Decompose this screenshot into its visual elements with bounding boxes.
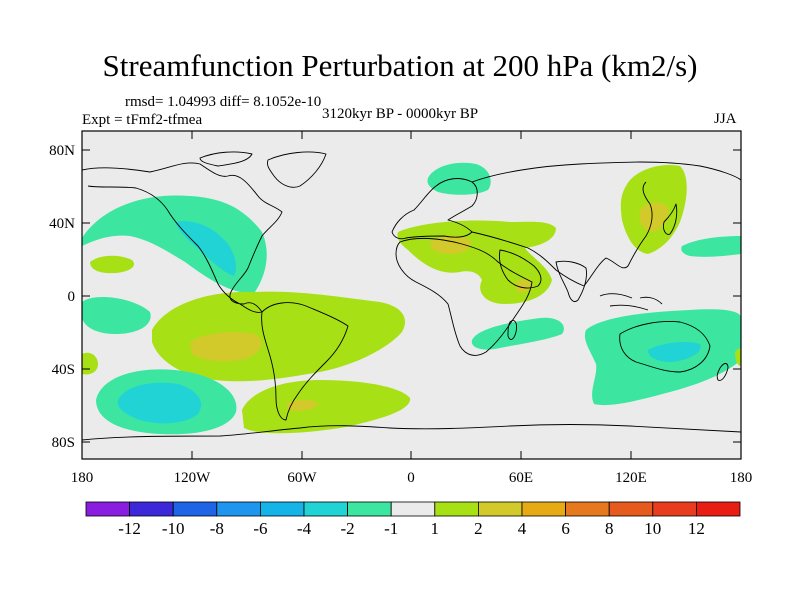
coast-indonesia bbox=[599, 293, 663, 311]
experiment-label: Expt = tFmf2-tfmea bbox=[82, 112, 203, 128]
colorbar-swatch bbox=[129, 501, 174, 517]
colorbar-label: 2 bbox=[474, 519, 483, 538]
contour-cyan-southern-pacific bbox=[117, 382, 202, 424]
coast-north-america bbox=[82, 162, 283, 313]
colorbar-swatch bbox=[347, 501, 392, 517]
contour-teal-tropical-pacific bbox=[82, 297, 151, 334]
contour-cyan-north-america bbox=[175, 221, 236, 276]
coast-asia bbox=[471, 161, 741, 287]
lon-tick-label: 60W bbox=[287, 470, 317, 486]
colorbar-swatch bbox=[172, 501, 218, 517]
colorbar-label: -4 bbox=[297, 519, 312, 538]
period-label: 3120kyr BP - 0000kyr BP bbox=[322, 106, 479, 122]
contour-yellow-south-pacific bbox=[190, 332, 262, 362]
colorbar-label: 10 bbox=[644, 519, 661, 538]
colorbar-swatch bbox=[259, 501, 305, 517]
coast-japan bbox=[663, 203, 678, 235]
colorbar-swatch bbox=[216, 501, 261, 517]
contour-yellow-arabia bbox=[515, 279, 532, 293]
contour-fills bbox=[82, 162, 741, 435]
colorbar: -12 -10 -8 -6 -4 -2 -1 1 2 4 6 8 10 12 bbox=[85, 501, 741, 538]
colorbar-swatch bbox=[521, 501, 566, 517]
contour-yellow-mediterranean bbox=[430, 235, 471, 254]
colorbar-label: 6 bbox=[561, 519, 570, 538]
colorbar-swatch bbox=[434, 501, 479, 517]
contour-green-pacific-north bbox=[90, 255, 135, 274]
contour-teal-nw-pacific bbox=[681, 236, 741, 257]
coast-europe bbox=[391, 178, 478, 240]
colorbar-label: -10 bbox=[162, 519, 185, 538]
colorbar-swatch bbox=[477, 501, 523, 517]
lat-tick-label: 40S bbox=[52, 362, 75, 378]
coast-new-zealand bbox=[716, 363, 729, 381]
coast-arabia bbox=[499, 249, 542, 289]
coast-south-america bbox=[261, 302, 349, 421]
lat-tick-label: 0 bbox=[68, 289, 76, 305]
coast-antarctica bbox=[82, 424, 741, 441]
colorbar-swatch bbox=[390, 501, 436, 517]
colorbar-swatch bbox=[565, 501, 610, 517]
coast-arctic-canada bbox=[199, 151, 253, 167]
stats-label: rmsd= 1.04993 diff= 8.1052e-10 bbox=[125, 94, 322, 110]
coast-australia bbox=[619, 321, 711, 373]
contour-cyan-australia bbox=[648, 342, 701, 362]
coast-madagascar bbox=[507, 320, 517, 340]
contour-green-east-edge bbox=[735, 348, 741, 366]
colorbar-label: -1 bbox=[384, 519, 398, 538]
coast-india bbox=[555, 260, 587, 303]
lon-tick-label: 120E bbox=[615, 470, 647, 486]
lat-tick-label: 80N bbox=[49, 143, 75, 159]
lon-tick-label: 60E bbox=[509, 470, 533, 486]
colorbar-swatch bbox=[652, 501, 697, 517]
page-title: Streamfunction Perturbation at 200 hPa (… bbox=[102, 48, 698, 83]
lat-axis: 80N 40N 0 40S 80S bbox=[49, 143, 741, 451]
coast-greenland bbox=[267, 151, 327, 188]
lat-tick-label: 40N bbox=[49, 216, 75, 232]
colorbar-label: 12 bbox=[688, 519, 705, 538]
colorbar-label: -6 bbox=[253, 519, 267, 538]
colorbar-label: 8 bbox=[605, 519, 614, 538]
lon-axis: 180 120W 60W 0 60E 120E 180 bbox=[71, 131, 753, 486]
lat-tick-label: 80S bbox=[52, 435, 75, 451]
colorbar-label: -8 bbox=[210, 519, 224, 538]
contour-teal-indian-ocean bbox=[471, 317, 564, 350]
coastlines bbox=[82, 151, 741, 441]
colorbar-label: 1 bbox=[431, 519, 440, 538]
contour-yellow-south-atlantic bbox=[286, 399, 318, 411]
lon-tick-label: 0 bbox=[407, 470, 415, 486]
colorbar-swatch bbox=[303, 501, 348, 517]
colorbar-label: -2 bbox=[341, 519, 355, 538]
colorbar-label: 4 bbox=[518, 519, 527, 538]
colorbar-swatch bbox=[696, 501, 741, 517]
lon-tick-label: 120W bbox=[174, 470, 212, 486]
coast-africa bbox=[395, 237, 533, 356]
lon-tick-label: 180 bbox=[71, 470, 94, 486]
contour-yellow-east-asia bbox=[639, 202, 669, 232]
colorbar-label: -12 bbox=[118, 519, 141, 538]
colorbar-swatch bbox=[608, 501, 654, 517]
season-label: JJA bbox=[714, 111, 737, 127]
colorbar-swatch bbox=[85, 501, 130, 517]
lon-tick-label: 180 bbox=[730, 470, 753, 486]
